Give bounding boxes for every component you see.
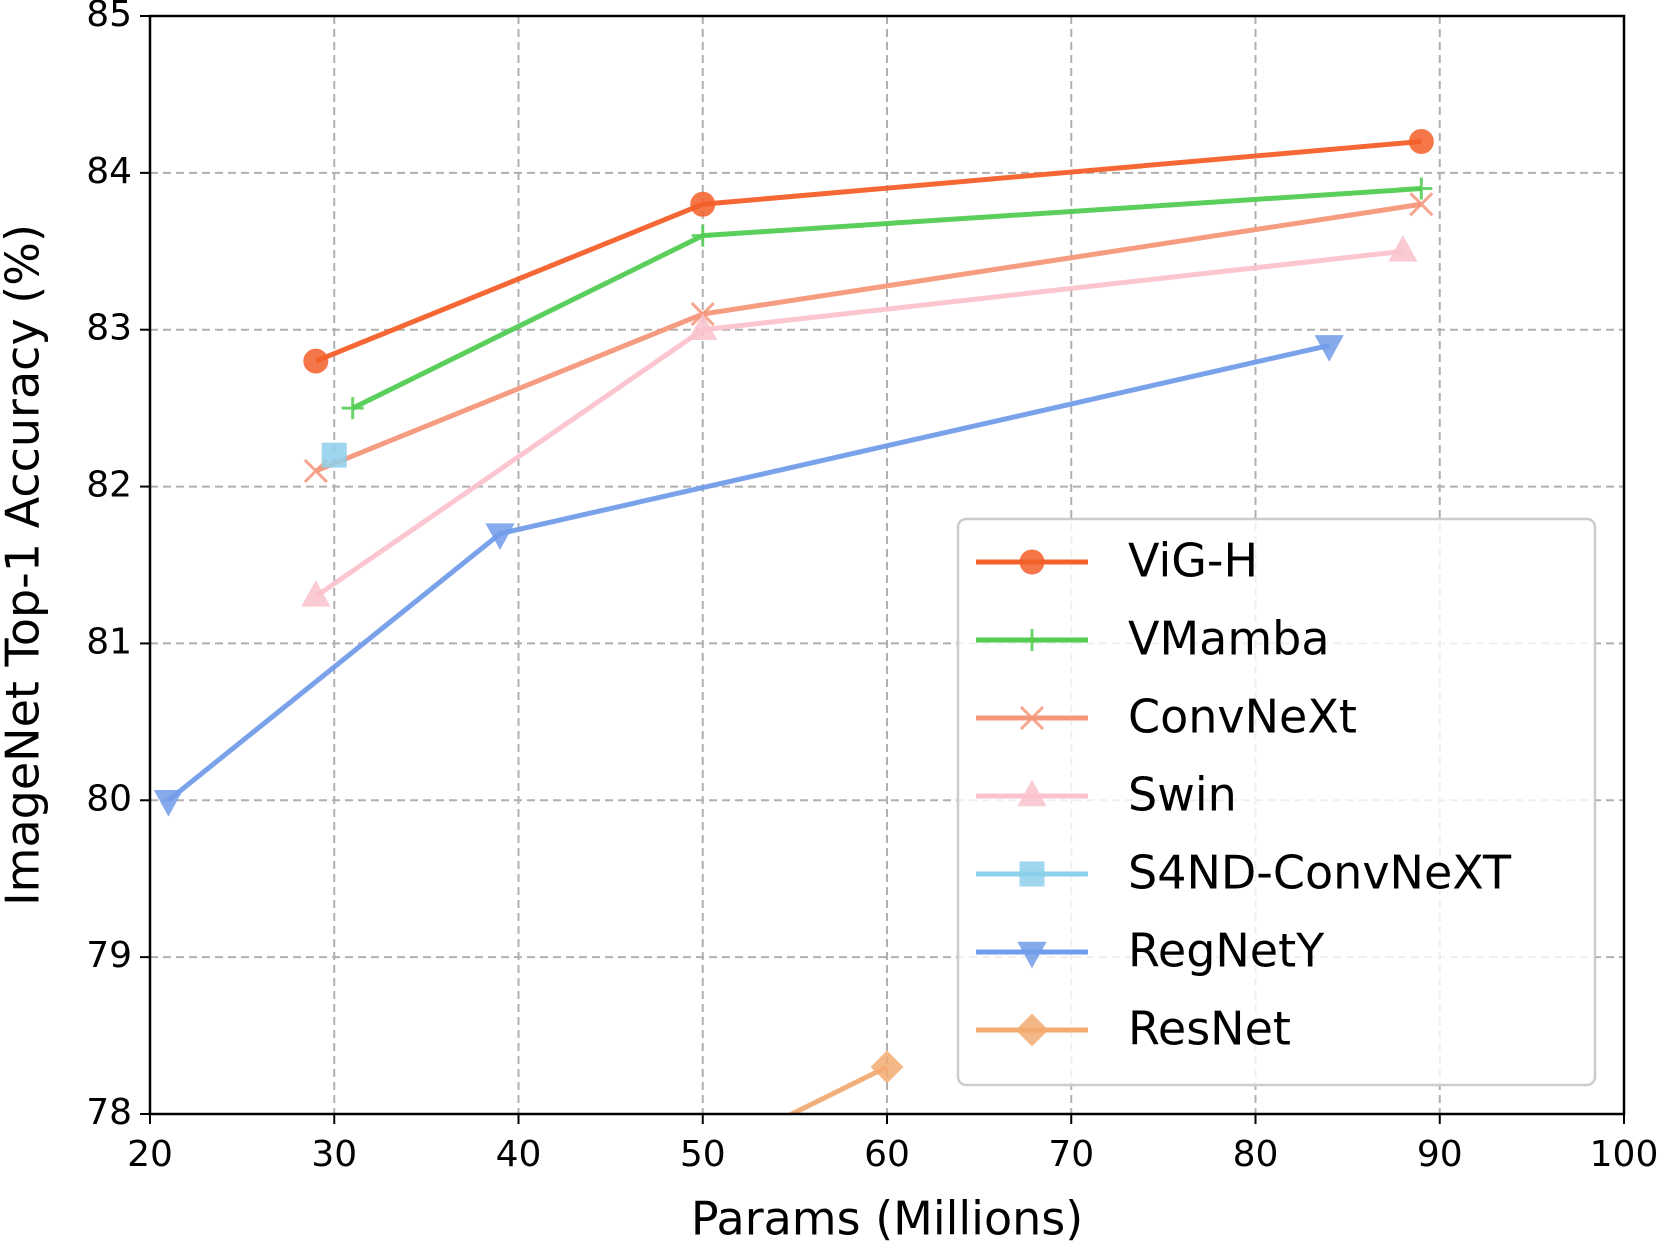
legend-label: S4ND-ConvNeXT [1128, 846, 1512, 900]
y-tick-label: 81 [86, 621, 132, 662]
plot-frame [148, 14, 1626, 1116]
marker [1019, 549, 1045, 575]
marker [690, 191, 716, 217]
marker [301, 580, 331, 607]
series-line [351, 186, 1422, 411]
y-tick-label: 82 [86, 465, 132, 506]
x-tick-label: 20 [127, 1134, 173, 1175]
y-tick-label: 80 [86, 778, 132, 819]
plot-area [153, 128, 1434, 1223]
y-tick-label: 79 [86, 935, 132, 976]
x-tick-label: 50 [680, 1134, 726, 1175]
marker [1021, 629, 1043, 651]
marker [1314, 335, 1344, 362]
x-tick-label: 100 [1590, 1134, 1659, 1175]
legend-label: VMamba [1128, 612, 1330, 666]
legend-label: ConvNeXt [1128, 690, 1357, 744]
x-tick-label: 70 [1048, 1134, 1094, 1175]
marker [153, 789, 184, 817]
y-tick-label: 85 [86, 0, 132, 35]
legend-label: Swin [1128, 768, 1237, 822]
marker [1017, 779, 1047, 807]
legend-label: ResNet [1128, 1002, 1291, 1056]
y-tick-label: 83 [86, 308, 132, 349]
x-tick-label: 80 [1233, 1134, 1279, 1175]
marker [1015, 1013, 1049, 1047]
marker [1019, 705, 1045, 731]
marker [1410, 177, 1433, 200]
marker [688, 313, 718, 341]
legend-box [956, 517, 1597, 1087]
marker [321, 442, 347, 468]
x-tick-label: 40 [496, 1134, 542, 1175]
x-tick-label: 60 [864, 1134, 910, 1175]
x-axis-label: Params (Millions) [691, 1192, 1083, 1246]
y-axis-label: ImageNet Top-1 Accuracy (%) [0, 224, 50, 906]
marker [1388, 234, 1418, 262]
marker [691, 224, 714, 247]
marker [587, 1194, 616, 1223]
marker [1017, 941, 1047, 969]
marker [303, 348, 329, 374]
marker [870, 1050, 904, 1084]
marker [341, 397, 364, 420]
legend-label: RegNetY [1128, 924, 1325, 978]
marker [1409, 192, 1434, 217]
y-tick-label: 78 [86, 1092, 132, 1133]
marker [1019, 861, 1045, 887]
y-tick-label: 84 [86, 151, 132, 192]
marker [1408, 128, 1434, 154]
legend-label: ViG-H [1128, 534, 1258, 588]
x-tick-label: 90 [1417, 1134, 1463, 1175]
marker [485, 523, 515, 550]
series-line [786, 1064, 889, 1114]
x-tick-label: 30 [311, 1134, 357, 1175]
